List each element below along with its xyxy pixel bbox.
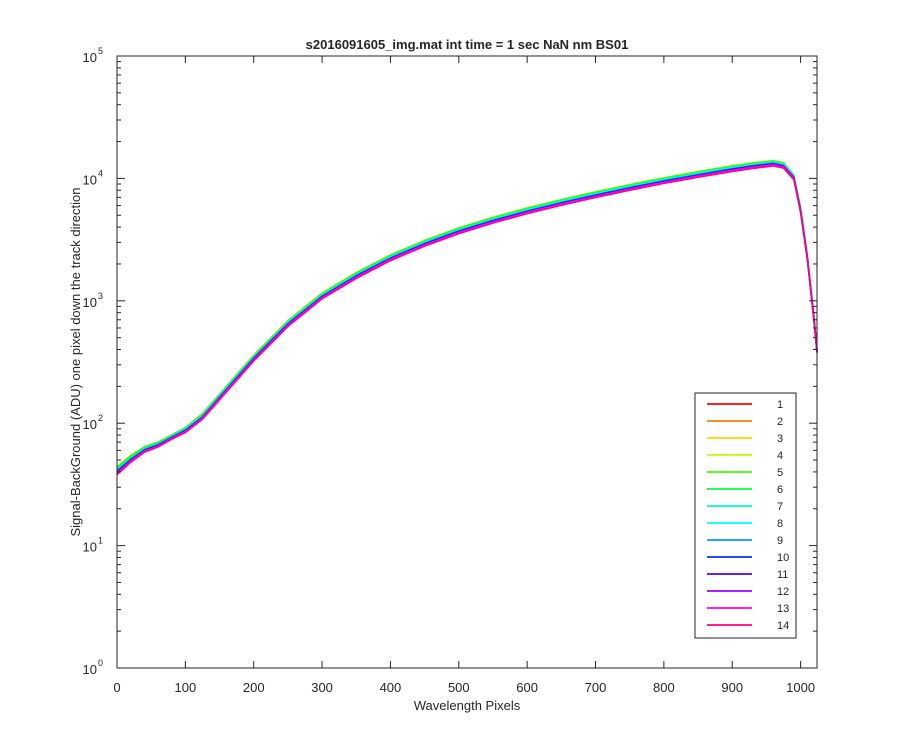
x-tick-label: 600 [516,680,538,695]
y-tick-exponent: 1 [98,536,103,546]
x-tick-label: 500 [448,680,470,695]
series-layer [116,159,818,476]
x-tick-label: 200 [243,680,265,695]
legend-label: 12 [777,586,789,598]
x-axis-label: Wavelength Pixels [414,698,521,713]
x-tick-label: 400 [380,680,402,695]
x-tick-label: 100 [175,680,197,695]
x-tick-label: 700 [585,680,607,695]
legend-label: 9 [777,535,783,547]
y-tick-label: 10 [83,172,97,187]
y-axis-label: Signal-BackGround (ADU) one pixel down t… [68,187,83,536]
y-tick-exponent: 3 [98,291,103,301]
legend-label: 10 [777,552,789,564]
legend-box [694,392,797,639]
legend-label: 11 [777,569,788,581]
legend-label: 8 [777,518,783,530]
y-tick-label: 10 [83,417,97,432]
axes-box [116,55,818,669]
y-tick-exponent: 5 [98,46,103,56]
x-tick-label: 900 [721,680,743,695]
legend-label: 4 [777,450,783,462]
y-tick-exponent: 4 [98,168,103,178]
chart-title: s2016091605_img.mat int time = 1 sec NaN… [306,37,629,52]
x-tick-label: 1000 [786,680,815,695]
series-line-14 [116,165,818,476]
x-axis-ticks: 0 100 200 300 400 500 600 700 800 900 1000 [113,56,815,695]
legend-label: 2 [777,416,783,428]
y-tick-label: 10 [83,295,97,310]
legend-label: 5 [777,467,783,479]
x-tick-label: 300 [311,680,333,695]
legend-label: 3 [777,433,783,445]
legend-label: 6 [777,484,783,496]
legend-label: 7 [777,501,783,513]
y-tick-exponent: 0 [98,658,103,668]
y-tick-label: 10 [83,540,97,555]
y-tick-label: 10 [83,50,97,65]
y-tick-label: 10 [83,662,97,677]
legend-label: 1 [777,399,783,411]
x-tick-label: 0 [113,680,120,695]
x-tick-label: 800 [653,680,675,695]
y-tick-exponent: 2 [98,413,103,423]
legend-label: 14 [777,620,789,632]
legend-label: 13 [777,603,789,615]
